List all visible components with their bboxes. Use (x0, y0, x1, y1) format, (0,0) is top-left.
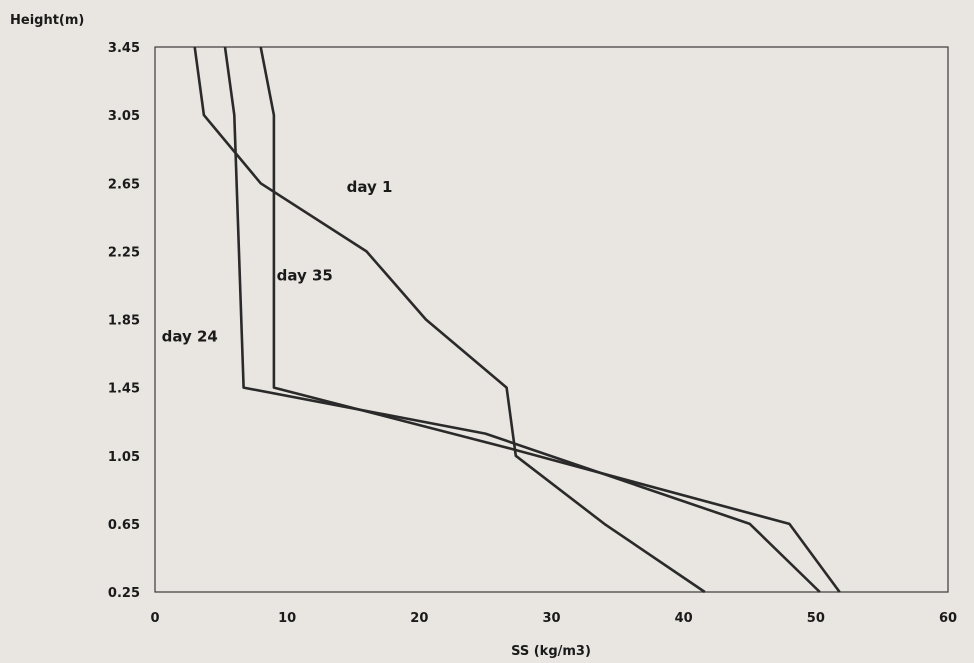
x-axis-title: SS (kg/m3) (511, 644, 591, 659)
x-tick-label: 30 (542, 611, 560, 626)
x-tick-label: 60 (939, 611, 957, 626)
x-tick-label: 10 (278, 611, 296, 626)
y-tick-label: 2.65 (108, 177, 140, 192)
x-tick-label: 0 (150, 611, 159, 626)
series-labels: day 1 day 35 day 24 (162, 178, 393, 346)
x-tick-label: 40 (675, 611, 693, 626)
series-label-day-35: day 35 (277, 266, 333, 284)
y-tick-label: 3.45 (108, 41, 140, 56)
y-axis-title: Height(m) (10, 13, 84, 28)
series-line-day-24 (223, 46, 821, 593)
y-tick-label: 0.65 (108, 518, 140, 533)
plot-frame (154, 46, 949, 593)
y-tick-label: 0.25 (108, 586, 140, 601)
x-axis: 0 10 20 30 40 50 60 (150, 611, 957, 626)
y-tick-label: 2.25 (108, 245, 140, 260)
x-tick-label: 50 (807, 611, 825, 626)
y-tick-label: 3.05 (108, 109, 140, 124)
series-label-day-1: day 1 (347, 178, 393, 196)
series-group (193, 46, 841, 594)
series-line-day-35 (259, 46, 841, 593)
series-label-day-24: day 24 (162, 328, 218, 346)
series-line-day-1 (193, 46, 706, 594)
y-tick-label: 1.85 (108, 314, 140, 329)
x-tick-label: 20 (410, 611, 428, 626)
y-axis: 0.25 0.65 1.05 1.45 1.85 2.25 2.65 3.05 3.45 (108, 41, 140, 601)
y-tick-label: 1.05 (108, 450, 140, 465)
y-tick-label: 1.45 (108, 382, 140, 397)
